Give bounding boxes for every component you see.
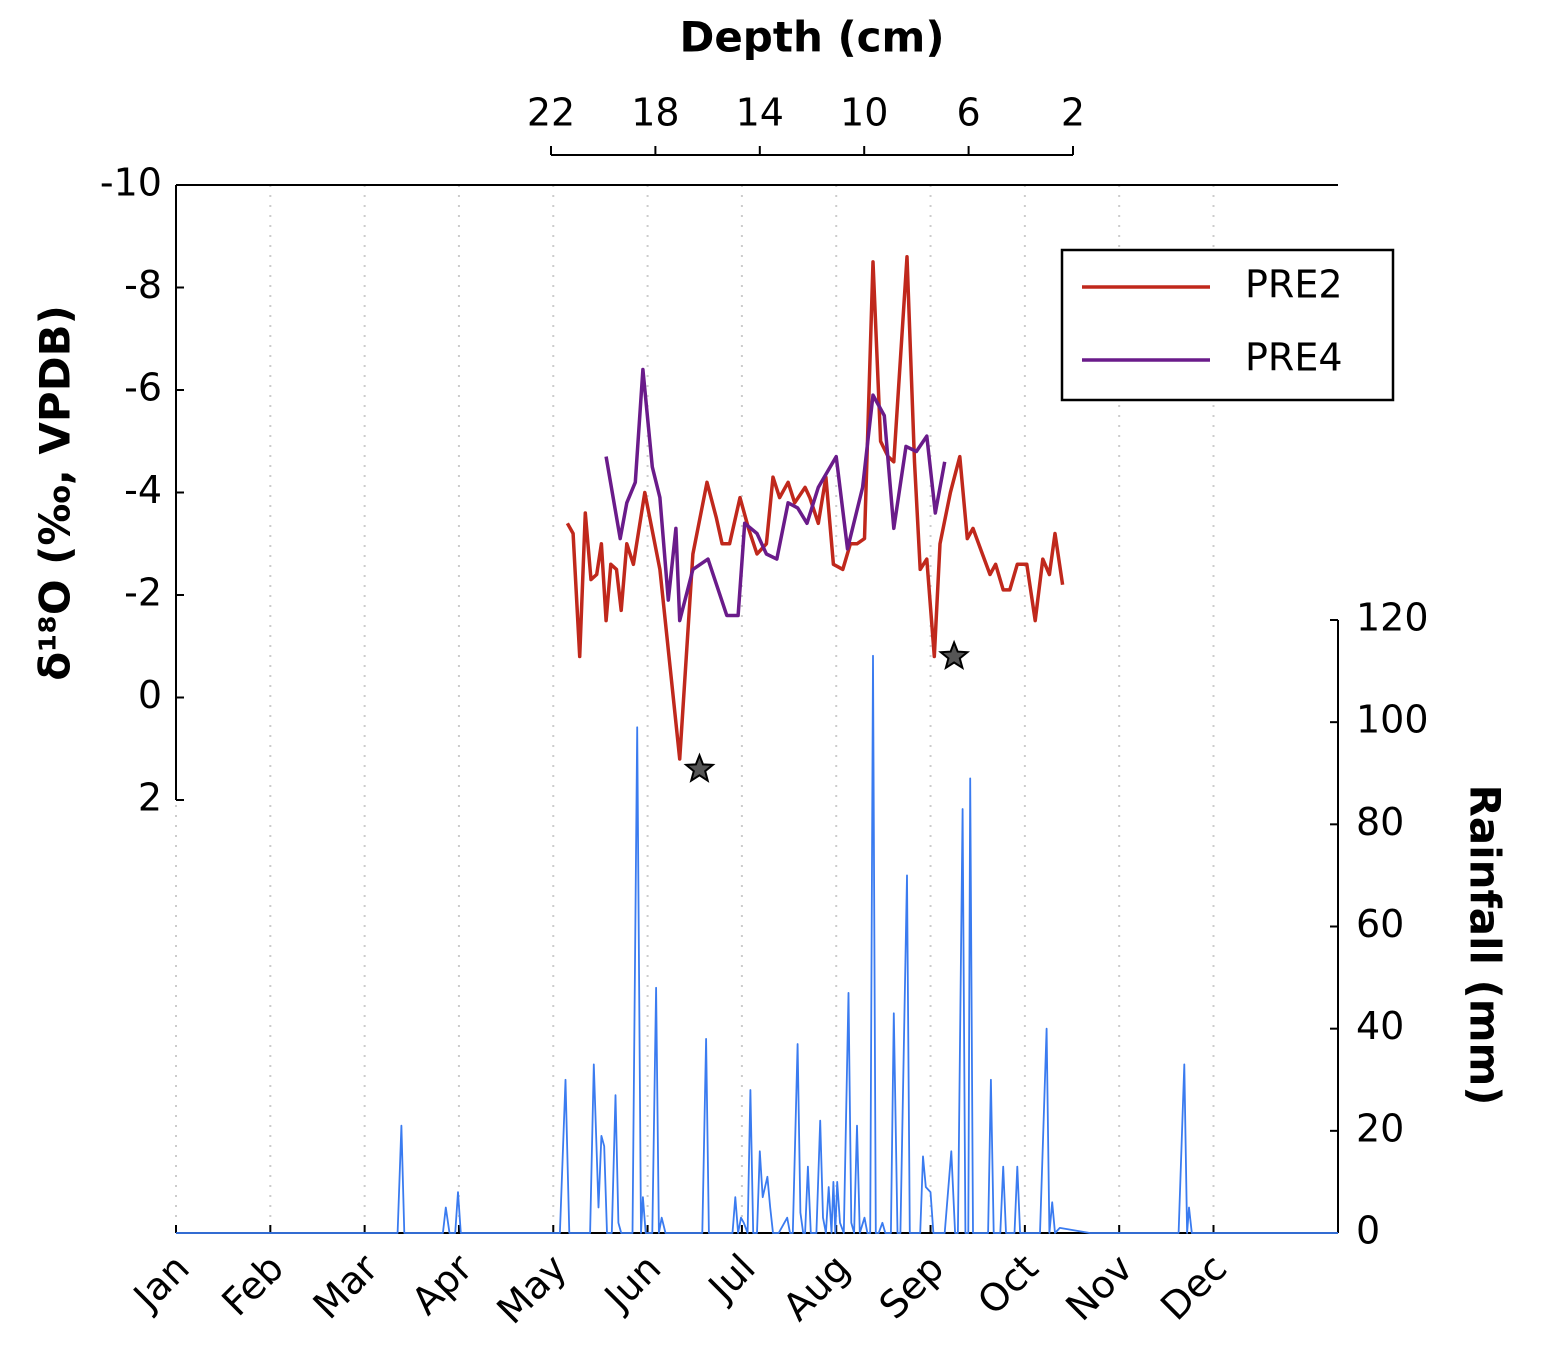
x2-tick-label: 14 [736,91,784,135]
star-marker [938,639,971,671]
legend-box [1060,248,1395,402]
series-line [565,255,1065,761]
y2-tick-label: 60 [1356,902,1404,946]
star-marker [683,752,716,783]
y-tick-label: 2 [138,776,162,820]
x2-tick-label: 2 [1061,91,1085,135]
x-tick-label: Oct [969,1246,1047,1324]
x-tick-label: Apr [403,1245,481,1323]
y-tick-label: -2 [124,571,162,615]
y2-axis-title: Rainfall (mm) [1461,785,1510,1106]
y2-tick-label: 0 [1356,1209,1380,1253]
x-tick-label: Jun [595,1246,670,1321]
x-tick-label: Feb [213,1246,292,1325]
series-line [604,367,947,623]
legend-label: PRE4 [1245,336,1343,380]
y2-tick-label: 40 [1356,1004,1404,1048]
y-tick-label: -4 [124,468,162,512]
x2-axis-title: Depth (cm) [679,13,944,62]
y-tick-label: -8 [124,263,162,307]
y-tick-label: -10 [100,161,162,205]
rainfall-line [176,654,1338,1234]
y2-tick-label: 120 [1356,596,1429,640]
legend: PRE2 PRE4 [1060,248,1395,402]
x-tick-label: Mar [305,1245,387,1327]
x-tick-label: Jan [124,1246,198,1320]
x2-tick-label: 18 [631,91,679,135]
x-tick-label: Aug [774,1246,858,1330]
y2-tick-label: 20 [1356,1106,1404,1150]
x-tick-label: Nov [1057,1246,1141,1330]
x2-tick-label: 10 [840,91,888,135]
x-tick-label: Dec [1152,1246,1235,1329]
y-tick-label: 0 [138,673,162,717]
y2-tick-label: 80 [1356,800,1404,844]
x-tick-label: May [488,1246,575,1333]
y-tick-label: -6 [124,366,162,410]
y2-tick-label: 100 [1356,698,1429,742]
x-tick-label: Jul [699,1246,764,1311]
x2-tick-label: 6 [957,91,981,135]
x-tick-label: Sep [871,1246,953,1328]
y-axis-title: δ¹⁸O (‰, VPDB) [31,305,80,681]
legend-label: PRE2 [1245,263,1343,307]
x2-tick-label: 22 [527,91,575,135]
